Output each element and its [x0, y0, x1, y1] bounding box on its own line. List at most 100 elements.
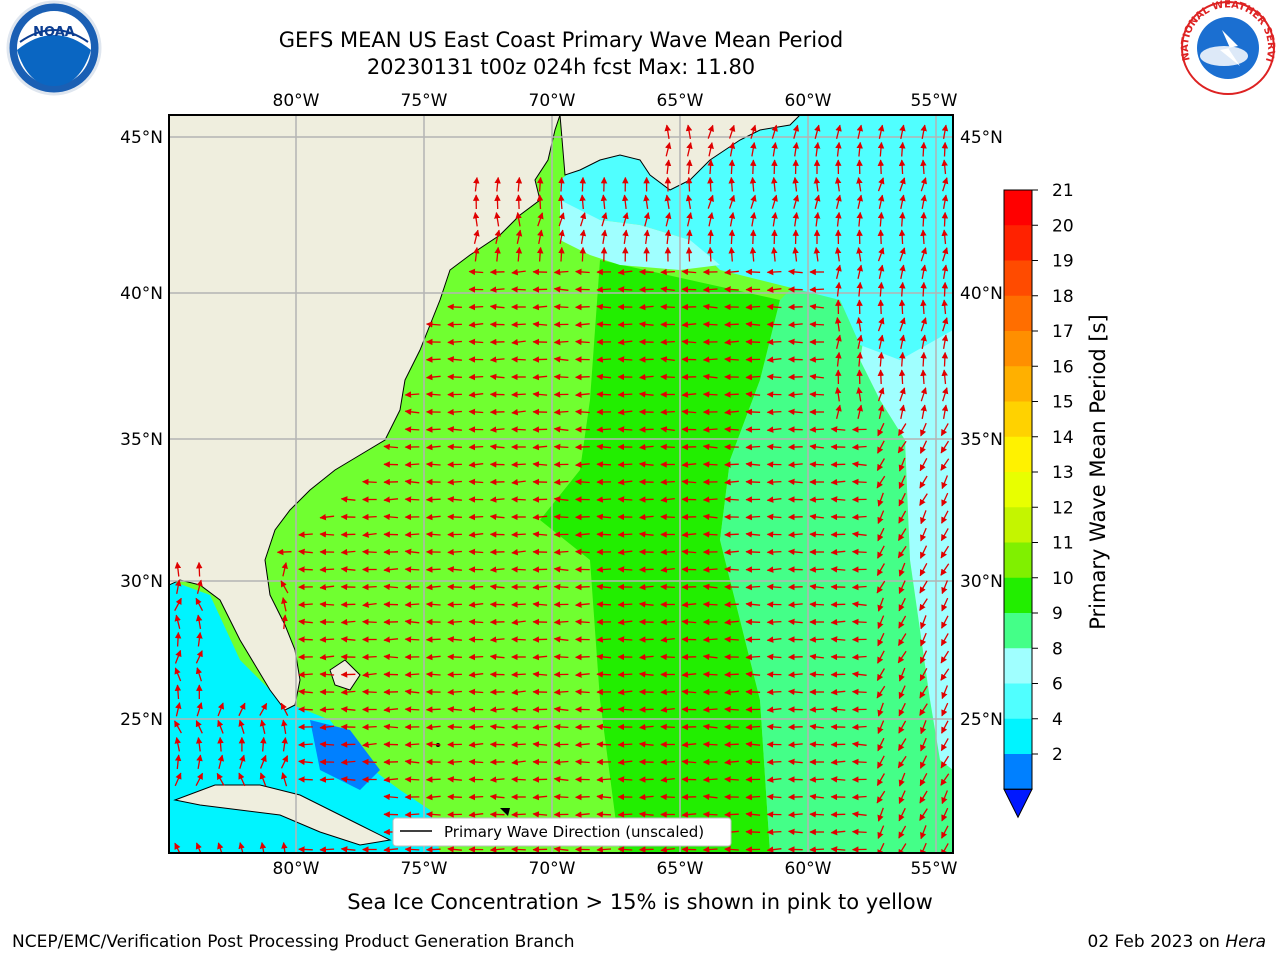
wave-arrow — [259, 772, 267, 787]
wave-arrow — [685, 124, 693, 140]
wave-arrow — [468, 408, 484, 416]
map-panel: Primary Wave Direction (unscaled) — [169, 115, 953, 853]
wave-arrow — [280, 755, 289, 769]
wave-arrow — [601, 212, 608, 227]
colorbar-tick-label: 20 — [1052, 216, 1074, 236]
wave-arrow — [813, 176, 821, 192]
wave-arrow — [702, 601, 718, 608]
wave-arrow — [489, 636, 505, 643]
svg-text:25°N: 25°N — [120, 710, 163, 730]
wave-arrow — [919, 650, 928, 664]
wave-arrow — [174, 720, 182, 734]
wave-arrow — [877, 387, 885, 402]
wave-arrow — [877, 615, 885, 629]
wave-arrow — [766, 846, 782, 853]
wave-arrow — [596, 566, 612, 573]
colorbar: 21 20 19 18 17 16 15 14 13 12 11 10 9 8 6 4 2 — [1003, 181, 1074, 819]
wave-arrow — [298, 671, 313, 678]
wave-arrow — [834, 176, 842, 192]
wave-arrow — [919, 685, 928, 699]
wave-arrow — [941, 807, 949, 822]
wave-arrow — [489, 776, 505, 783]
wave-arrow — [702, 531, 718, 538]
wave-arrow — [766, 286, 782, 293]
wave-arrow — [745, 583, 761, 591]
wave-arrow — [792, 141, 800, 157]
wave-arrow — [532, 373, 548, 381]
wave-arrow — [195, 736, 203, 752]
wave-arrow — [702, 426, 718, 433]
wave-arrow — [835, 124, 842, 139]
wave-arrow — [877, 177, 885, 192]
wave-arrow — [942, 247, 949, 262]
colorbar-segment — [1004, 648, 1032, 684]
wave-arrow — [489, 566, 505, 573]
wave-arrow — [728, 159, 736, 175]
wave-arrow — [745, 671, 761, 678]
wave-arrow — [899, 281, 906, 297]
wave-arrow — [941, 843, 949, 853]
wave-arrow — [750, 124, 757, 139]
wave-arrow — [745, 618, 761, 626]
wave-arrow — [511, 688, 526, 696]
wave-arrow — [750, 211, 757, 227]
wave-arrow — [298, 601, 313, 608]
wave-arrow — [596, 583, 612, 591]
wave-arrow — [660, 636, 675, 643]
wave-arrow — [941, 281, 949, 297]
wave-arrow — [724, 338, 739, 346]
wave-arrow — [745, 793, 761, 801]
wave-arrow — [281, 614, 288, 630]
wave-arrow — [745, 828, 761, 836]
wave-arrow — [920, 229, 927, 245]
colorbar-tick-label: 21 — [1052, 181, 1074, 201]
wave-arrow — [319, 776, 335, 783]
wave-arrow — [749, 159, 757, 175]
wave-arrow — [494, 246, 501, 262]
wave-arrow — [724, 566, 739, 573]
wave-arrow — [856, 316, 863, 332]
wave-arrow — [660, 548, 675, 556]
footer-date: 02 Feb 2023 on Hera — [1087, 932, 1266, 952]
wave-arrow — [920, 281, 927, 297]
wave-arrow — [941, 334, 949, 350]
wave-arrow — [898, 475, 906, 489]
lat-labels: 45°N 40°N 35°N 30°N 25°N 45°N 40°N 35°N … — [120, 128, 1003, 730]
wave-arrow — [681, 688, 697, 696]
wave-arrow — [809, 286, 825, 293]
wave-arrow — [281, 597, 288, 612]
wave-arrow — [217, 754, 225, 769]
wave-arrow — [766, 776, 782, 783]
wave-arrow — [830, 636, 846, 643]
wave-arrow — [468, 338, 484, 346]
wave-arrow — [788, 391, 803, 398]
wave-arrow — [660, 758, 675, 766]
wave-arrow — [468, 758, 484, 766]
wave-arrow — [532, 321, 548, 328]
wave-arrow — [174, 842, 181, 853]
wave-arrow — [489, 286, 505, 293]
wave-arrow — [558, 229, 565, 245]
wave-arrow — [195, 720, 203, 734]
noaa-logo: NOAA — [6, 0, 102, 96]
wave-arrow — [404, 636, 420, 643]
wave-arrow — [851, 531, 867, 538]
wave-arrow — [660, 338, 675, 346]
wave-arrow — [941, 124, 949, 140]
wave-arrow — [830, 496, 846, 503]
wave-arrow — [898, 790, 906, 804]
wave-arrow — [724, 426, 739, 433]
wave-arrow — [404, 461, 420, 468]
wave-arrow — [468, 268, 484, 276]
wave-arrow — [941, 790, 949, 805]
wave-arrow — [319, 671, 335, 678]
wave-arrow — [834, 246, 842, 262]
wave-arrow — [468, 513, 484, 521]
wave-arrow — [404, 566, 420, 573]
wave-arrow — [877, 247, 885, 262]
wave-arrow — [898, 685, 906, 699]
wave-arrow — [728, 194, 736, 209]
wave-arrow — [536, 194, 544, 210]
wave-arrow — [489, 583, 505, 591]
wave-arrow — [766, 636, 782, 643]
